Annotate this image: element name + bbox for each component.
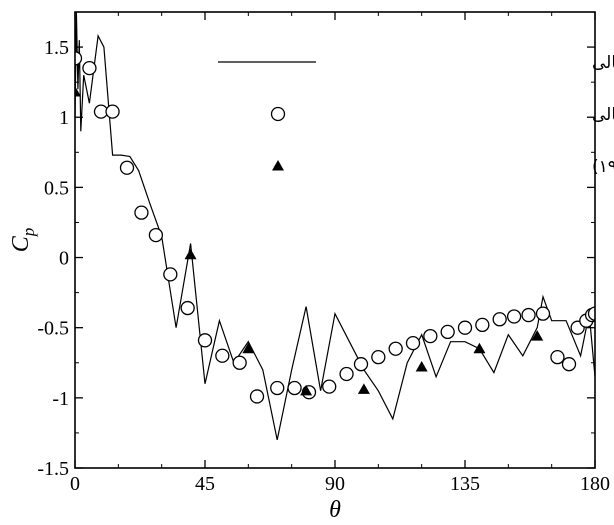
data-point-circle xyxy=(232,355,247,370)
y-tick-label: -0.5 xyxy=(37,318,69,340)
data-point-circle xyxy=(521,307,536,323)
data-point-circle xyxy=(270,380,285,396)
data-point-triangle xyxy=(473,342,486,354)
data-point-circle xyxy=(82,60,97,76)
x-axis-label: θ xyxy=(329,497,341,523)
data-point-triangle xyxy=(242,342,255,354)
data-point-circle xyxy=(180,300,195,316)
data-point-circle xyxy=(163,267,178,282)
legend: بدون دیفیوژن چگالی با دیفیوژن چگالی گروو و… xyxy=(218,52,614,177)
data-point-circle xyxy=(506,309,522,324)
data-point-circle xyxy=(457,320,473,335)
data-point-circle xyxy=(440,324,455,340)
y-tick-label: 0.5 xyxy=(44,177,69,199)
y-tick-label: -1.5 xyxy=(37,458,69,480)
data-point-circle xyxy=(535,306,551,321)
data-point-circle xyxy=(287,380,302,396)
data-point-circle xyxy=(215,348,230,363)
data-point-triangle xyxy=(415,360,428,372)
data-point-circle xyxy=(75,51,83,66)
data-point-circle xyxy=(148,227,164,243)
data-point-circle xyxy=(388,341,403,356)
y-tick-label: 1 xyxy=(59,107,69,129)
series-line-no-diffusion xyxy=(75,12,595,441)
data-point-circle xyxy=(561,357,577,372)
x-tick-label: 45 xyxy=(195,473,215,495)
legend-label: بدون دیفیوژن چگالی xyxy=(592,52,614,73)
y-tick-label: -1 xyxy=(52,388,69,410)
data-point-circle xyxy=(475,317,490,333)
plot-area xyxy=(75,12,595,441)
y-tick-label: 1.5 xyxy=(44,37,69,59)
legend-label: گروو و همکاران (۱۹۶۴) xyxy=(592,156,614,177)
data-point-circle xyxy=(119,160,135,175)
data-point-circle xyxy=(550,350,565,365)
data-point-circle xyxy=(322,379,337,394)
data-point-triangle xyxy=(531,330,544,341)
data-point-triangle xyxy=(300,384,313,396)
legend-circle-marker xyxy=(270,106,286,122)
x-tick-label: 0 xyxy=(70,473,80,495)
x-tick-label: 180 xyxy=(580,473,610,495)
data-point-circle xyxy=(492,312,507,327)
data-point-triangle xyxy=(184,248,197,260)
axes: 0 45 90 135 180 -1.5 -1 -0.5 0 0.5 1 1.5 θ Cp xyxy=(8,11,610,523)
data-point-circle xyxy=(353,357,369,372)
data-point-circle xyxy=(423,328,438,344)
data-point-circle xyxy=(405,335,421,351)
data-point-circle xyxy=(134,205,149,220)
data-point-circle xyxy=(587,306,595,321)
x-tick-label: 90 xyxy=(325,473,345,495)
data-layer xyxy=(75,12,595,441)
data-point-circle xyxy=(249,389,265,404)
x-tick-label: 135 xyxy=(450,473,480,495)
data-point-circle xyxy=(371,350,386,365)
legend-triangle-marker xyxy=(272,160,284,171)
y-axis-label-subscript: p xyxy=(19,228,38,238)
y-tick-label: 0 xyxy=(59,248,69,270)
data-point-circle xyxy=(197,333,213,348)
legend-label: با دیفیوژن چگالی xyxy=(592,104,614,125)
data-point-triangle xyxy=(357,383,370,394)
data-point-triangle xyxy=(75,85,81,97)
y-axis-label: Cp xyxy=(8,228,38,253)
data-point-circle xyxy=(105,104,120,119)
data-point-circle xyxy=(339,366,354,382)
